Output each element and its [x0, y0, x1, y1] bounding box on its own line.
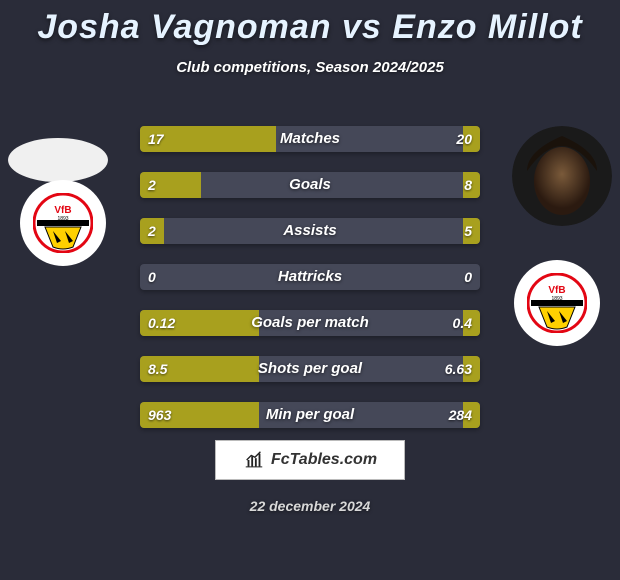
club-crest-right: VfB 1893	[514, 260, 600, 346]
subtitle: Club competitions, Season 2024/2025	[0, 59, 620, 76]
stat-label: Assists	[140, 218, 480, 244]
stat-label: Goals per match	[140, 310, 480, 336]
date-text: 22 december 2024	[0, 498, 620, 514]
svg-text:1893: 1893	[551, 296, 562, 302]
page-title: Josha Vagnoman vs Enzo Millot	[0, 0, 620, 47]
brand-text: FcTables.com	[271, 451, 377, 469]
stat-row: 1720Matches	[140, 126, 480, 152]
stat-row: 8.56.63Shots per goal	[140, 356, 480, 382]
stat-label: Hattricks	[140, 264, 480, 290]
stat-label: Matches	[140, 126, 480, 152]
stat-row: 25Assists	[140, 218, 480, 244]
stat-row: 0.120.4Goals per match	[140, 310, 480, 336]
stat-row: 00Hattricks	[140, 264, 480, 290]
stat-row: 28Goals	[140, 172, 480, 198]
svg-text:1893: 1893	[57, 216, 68, 222]
chart-icon	[243, 449, 265, 471]
svg-text:VfB: VfB	[54, 205, 71, 216]
svg-text:VfB: VfB	[548, 285, 565, 296]
stat-label: Shots per goal	[140, 356, 480, 382]
brand-logo: FcTables.com	[215, 440, 405, 480]
club-crest-left: VfB 1893	[20, 180, 106, 266]
player-right-photo	[512, 126, 612, 226]
stat-label: Goals	[140, 172, 480, 198]
stats-container: 1720Matches 28Goals 25Assists 00Hattricks 0.…	[140, 126, 480, 448]
stat-label: Min per goal	[140, 402, 480, 428]
stat-row: 963284Min per goal	[140, 402, 480, 428]
